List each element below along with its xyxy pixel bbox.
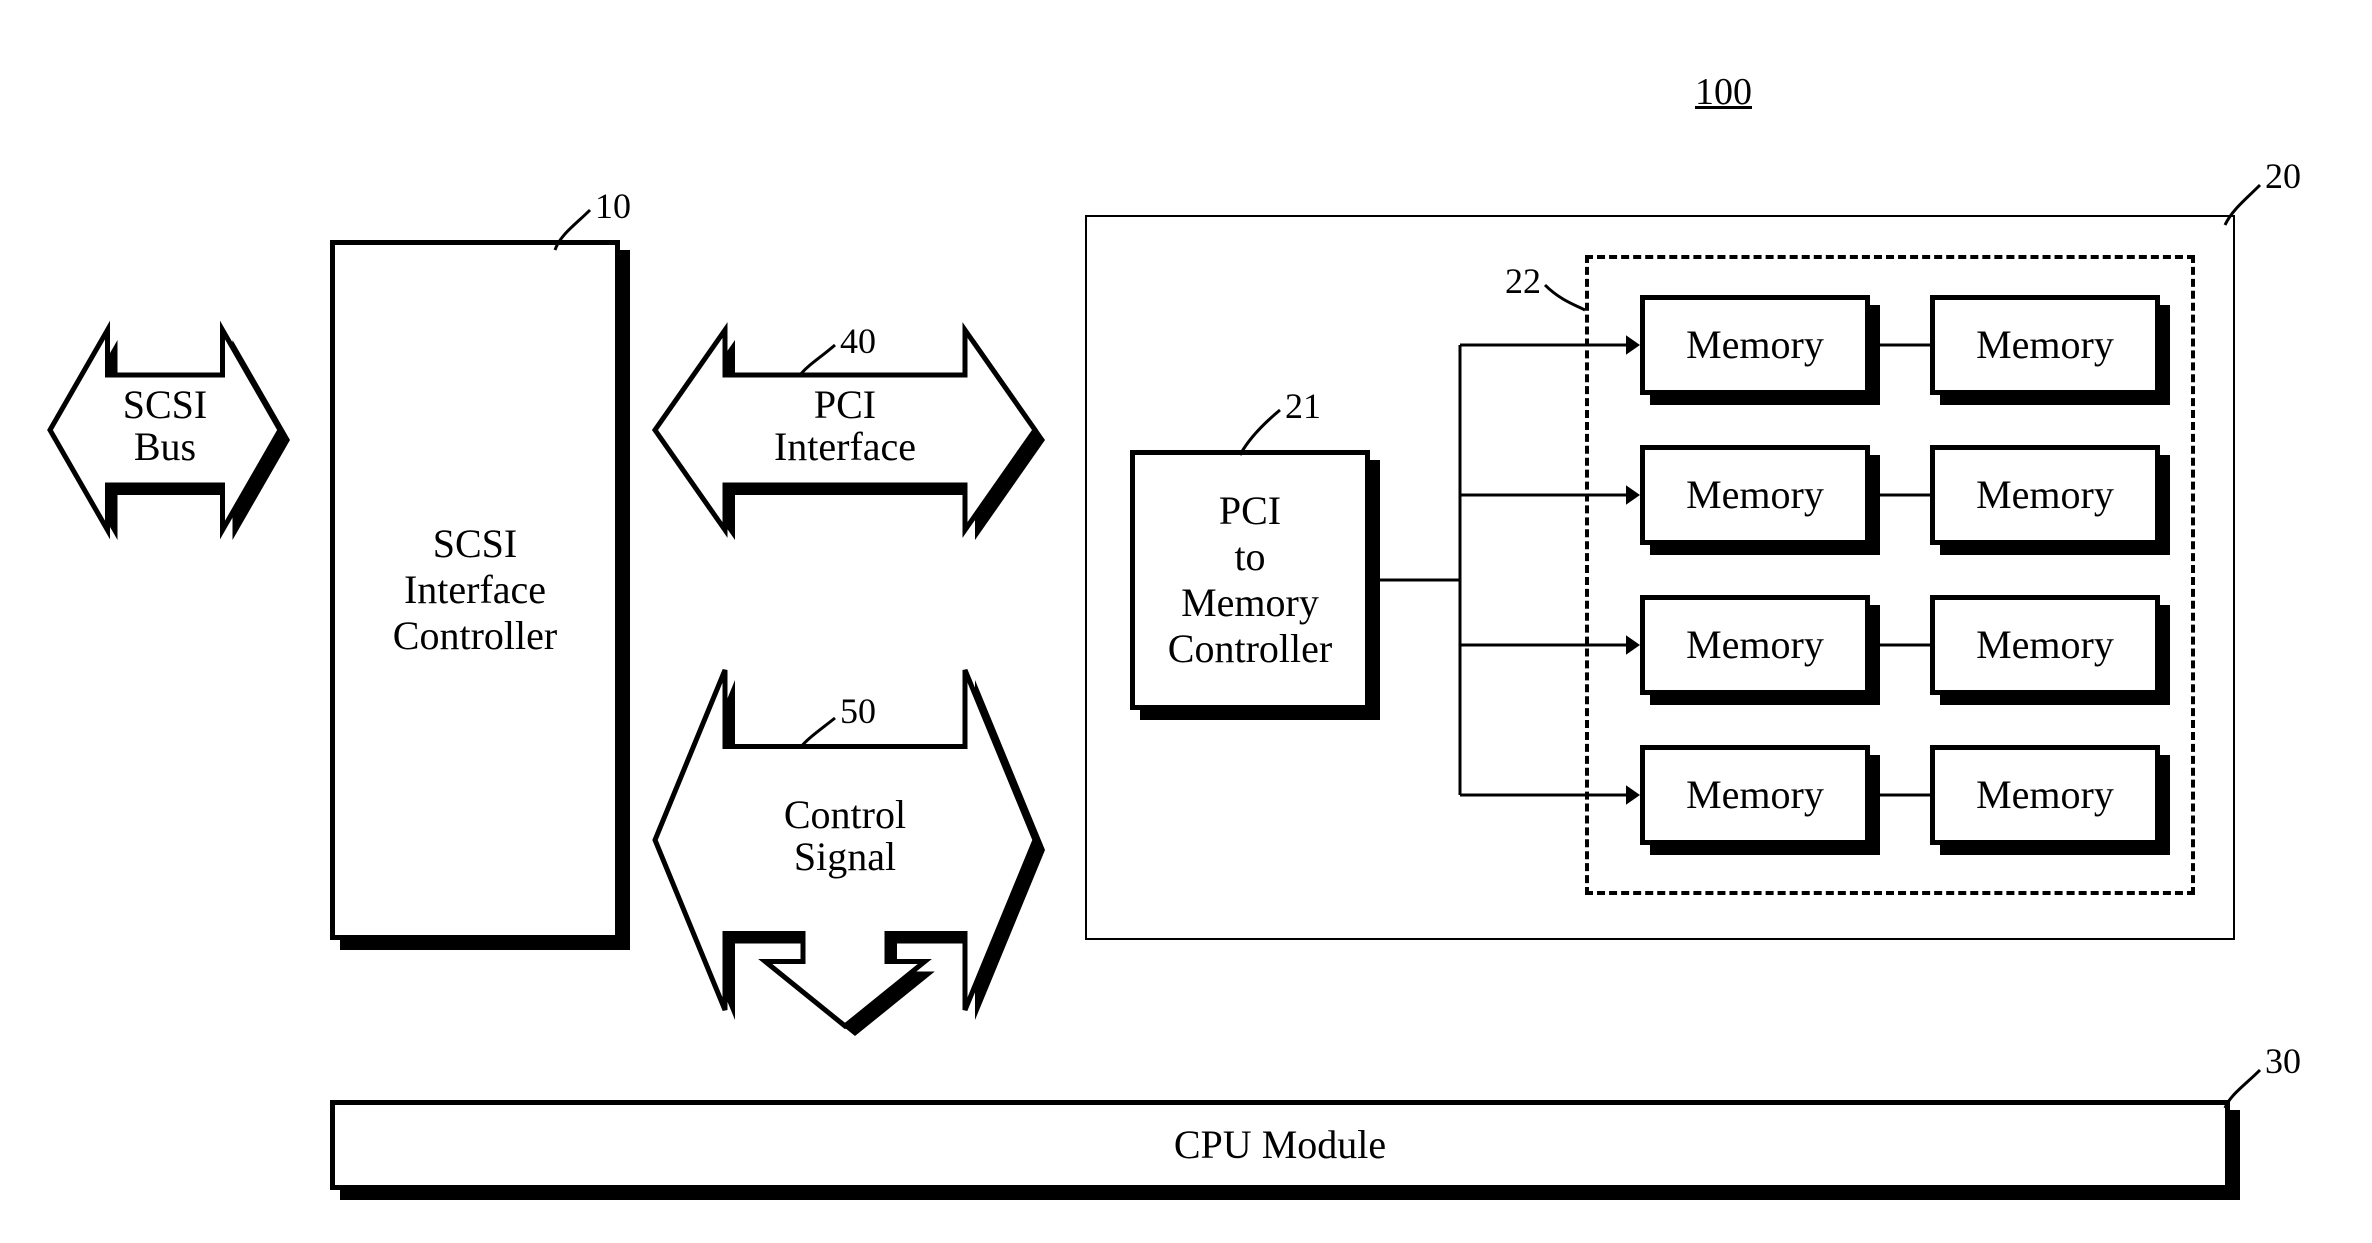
svg-text:Control: Control [784,792,906,837]
diagram-stage: 100 SCSIInterfaceController PCItoMemoryCon… [0,0,2372,1243]
ref-leader-40 [800,345,835,375]
ref-leader-50 [800,718,835,748]
svg-text:Interface: Interface [774,424,916,469]
ref-label-22: 22 [1505,260,1541,302]
svg-text:Signal: Signal [794,834,896,879]
ref-label-21: 21 [1285,385,1321,427]
ref-leader-30 [2225,1070,2260,1108]
memory-cell-r2-c0: Memory [1640,595,1870,695]
memory-cell-r1-c0: Memory [1640,445,1870,545]
memory-cell-r3-c1: Memory [1930,745,2160,845]
figure-ref-100: 100 [1695,70,1752,114]
ref-label-30: 30 [2265,1040,2301,1082]
memory-cell-r1-c1: Memory [1930,445,2160,545]
memory-cell-r0-c0: Memory [1640,295,1870,395]
svg-text:PCI: PCI [814,382,876,427]
svg-text:SCSI: SCSI [123,382,208,427]
scsi-bus-arrow: SCSIBus [50,330,290,540]
scsi-interface-controller-box: SCSIInterfaceController [330,240,620,940]
memory-cell-r3-c0: Memory [1640,745,1870,845]
memory-cell-r0-c1: Memory [1930,295,2160,395]
cpu-module-box: CPU Module [330,1100,2230,1190]
ref-label-20: 20 [2265,155,2301,197]
pci-to-memory-controller-box: PCItoMemoryController [1130,450,1370,710]
memory-cell-r2-c1: Memory [1930,595,2160,695]
ref-label-50: 50 [840,690,876,732]
ref-label-40: 40 [840,320,876,362]
ref-label-10: 10 [595,185,631,227]
svg-text:Bus: Bus [134,424,196,469]
